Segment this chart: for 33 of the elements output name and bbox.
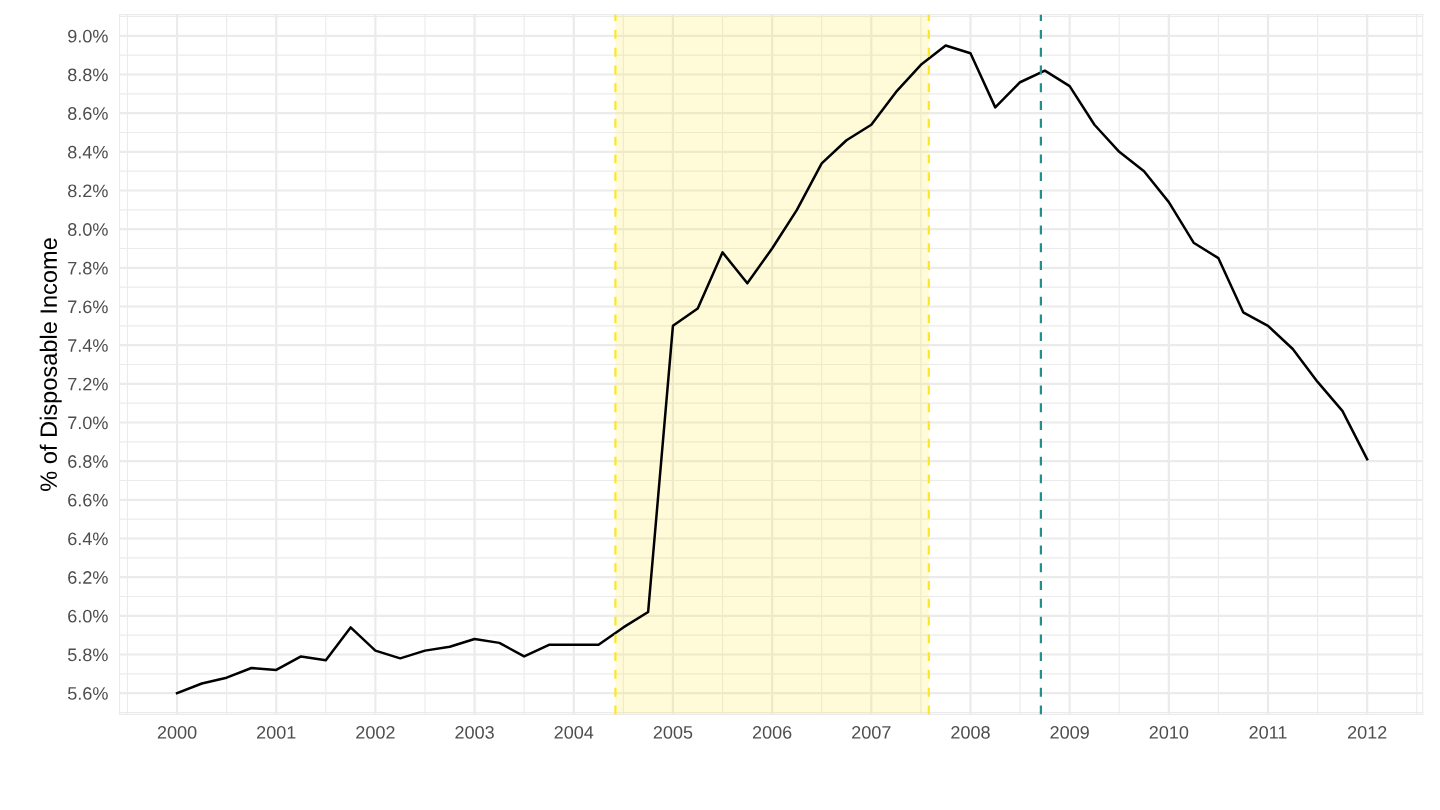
x-tick-label: 2000 [157,726,197,739]
y-tick-label: 8.8% [68,68,108,82]
y-tick-label: 7.6% [68,300,108,314]
y-tick-label: 5.6% [67,687,108,700]
x-tick-label: 2010 [1149,726,1189,739]
x-tick-label: 2003 [455,726,494,739]
y-tick-label: 8.6% [68,107,108,120]
y-tick-label: 6.6% [68,493,108,507]
x-tick-label: 2011 [1249,726,1287,739]
x-tick-label: 2001 [257,726,296,739]
x-tick-label: 2005 [653,726,693,739]
x-tick-label: 2012 [1348,726,1387,739]
y-tick-label: 7.8% [68,261,108,275]
y-tick-label: 6.2% [68,571,108,584]
y-axis-title: % of Disposable Income [39,238,62,491]
line-series [175,44,1369,695]
y-tick-label: 6.8% [68,455,108,468]
y-tick-label: 7.2% [68,377,108,391]
y-tick-label: 7.0% [68,416,108,430]
y-tick-label: 8.2% [68,184,108,198]
y-tick-label: 6.0% [68,609,108,623]
x-tick-label: 2009 [1050,726,1089,739]
x-tick-label: 2004 [554,726,594,739]
y-tick-label: 8.0% [68,223,108,236]
x-tick-label: 2002 [356,726,395,739]
x-tick-label: 2008 [951,726,990,739]
y-tick-label: 8.4% [68,145,108,159]
y-tick-label: 9.0% [68,29,108,43]
x-tick-label: 2006 [752,726,792,739]
x-tick-label: 2007 [852,726,891,739]
y-tick-label: 7.4% [68,339,108,352]
y-tick-label: 6.4% [68,532,108,546]
y-tick-label: 5.8% [67,648,108,662]
